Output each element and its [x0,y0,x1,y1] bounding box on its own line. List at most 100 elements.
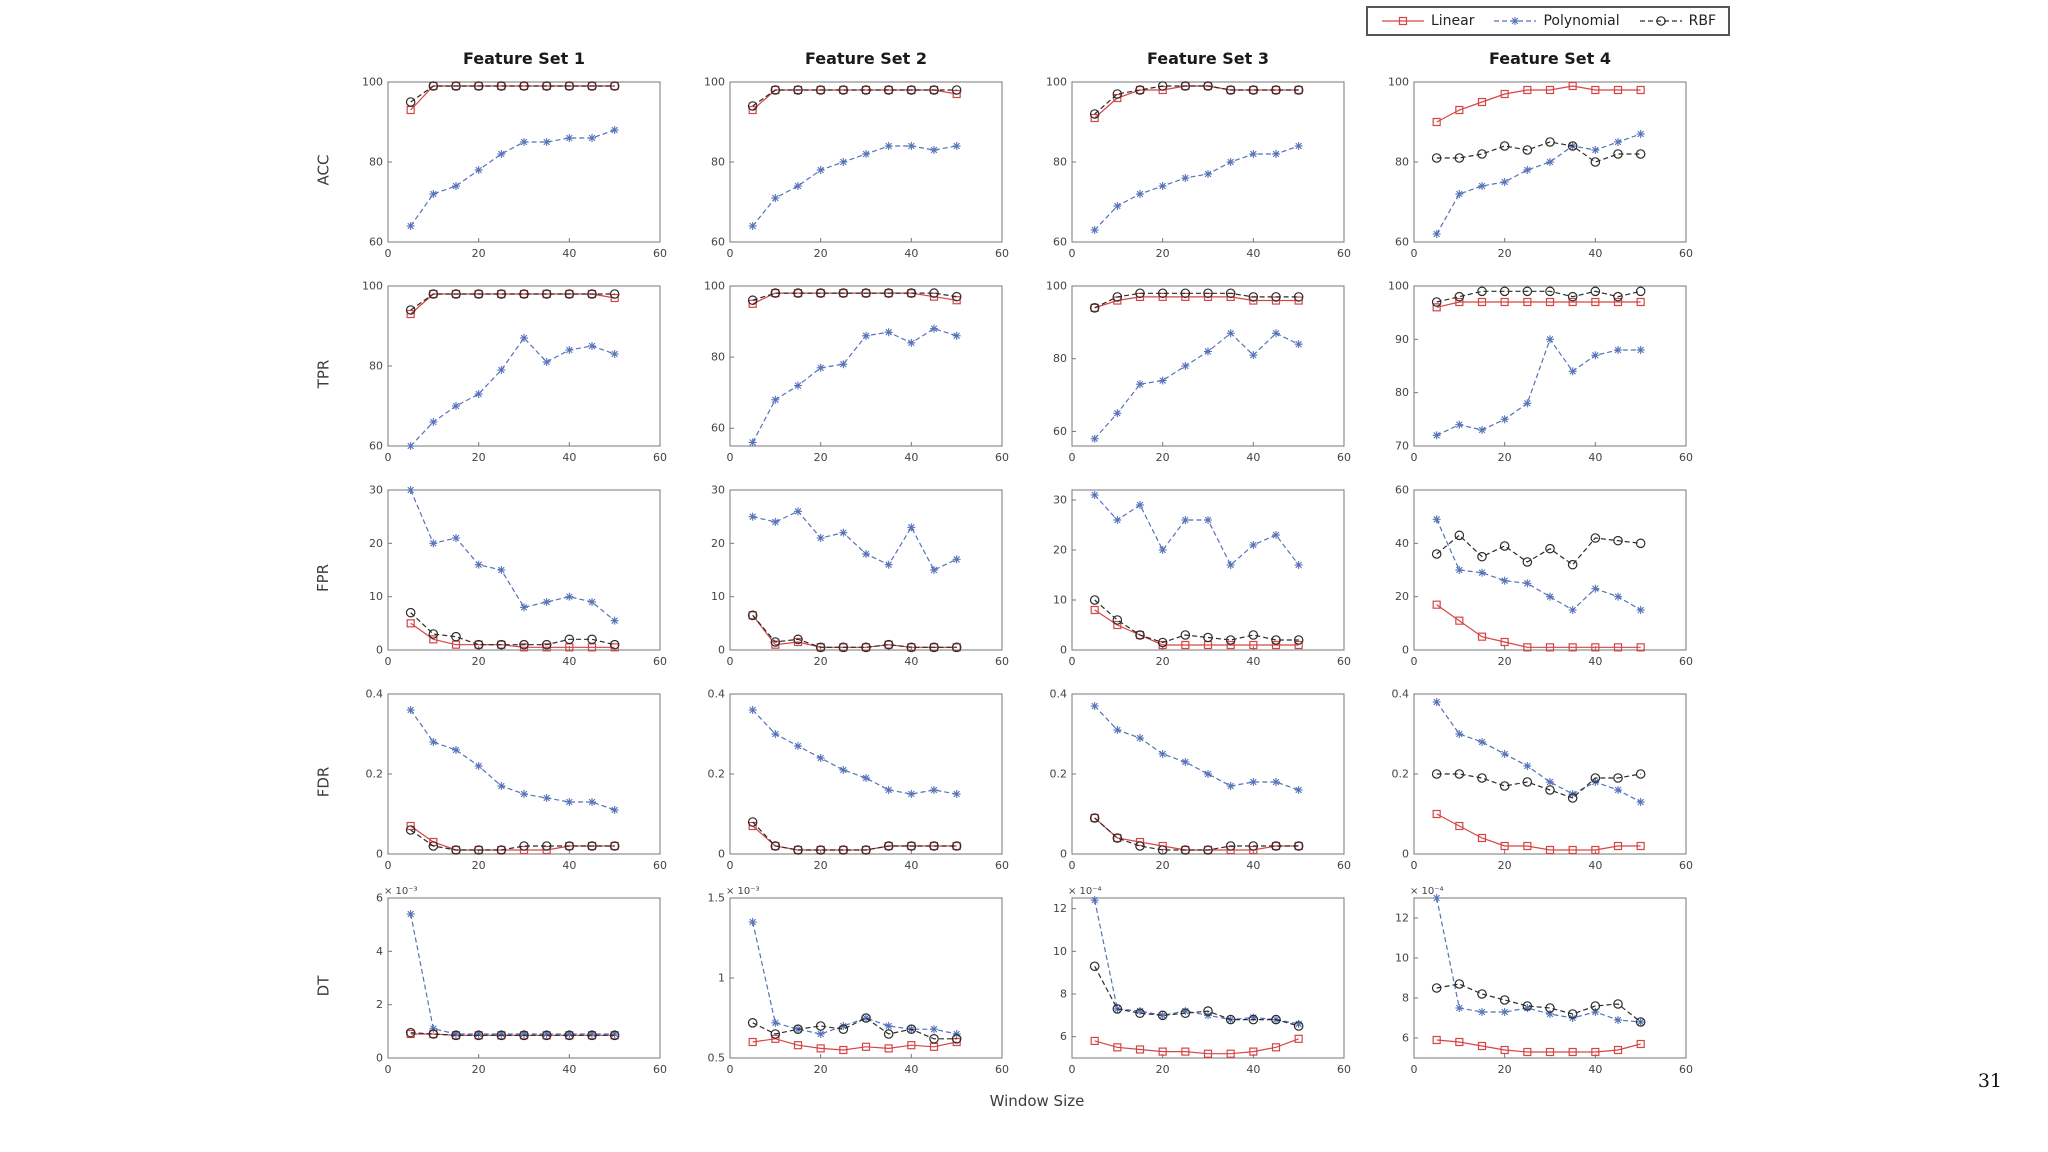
svg-text:0: 0 [1069,1063,1076,1076]
svg-text:10: 10 [1053,945,1067,958]
svg-text:80: 80 [1395,386,1409,399]
svg-text:60: 60 [1337,859,1351,872]
svg-text:20: 20 [1156,451,1170,464]
svg-text:80: 80 [711,156,725,169]
svg-text:20: 20 [472,247,486,260]
svg-text:100: 100 [362,280,383,293]
svg-text:4: 4 [376,945,383,958]
cell-ACC-feature-set-3: 0 20 40 60 60 80 100 [1030,68,1372,272]
subplot-DT-feature-set-3: 0 20 40 60 6 8 10 12× 10⁻⁴ [1053,886,1351,1076]
svg-text:40: 40 [904,1063,918,1076]
svg-text:0: 0 [1069,247,1076,260]
svg-text:20: 20 [814,451,828,464]
svg-text:2: 2 [376,998,383,1011]
svg-text:60: 60 [711,236,725,249]
svg-text:0.4: 0.4 [366,688,384,701]
series-linear [1090,1034,1303,1058]
subplot-FPR-feature-set-1: 0 20 40 60 0 10 20 30 [369,484,667,669]
svg-text:40: 40 [904,859,918,872]
svg-text:40: 40 [1588,451,1602,464]
subplot-FPR-feature-set-4: 0 20 40 60 0 20 40 60 [1395,484,1693,669]
cell-TPR-feature-set-2: 0 20 40 60 60 80 100 [688,272,1030,476]
series-rbf [1431,769,1646,803]
svg-text:30: 30 [1053,494,1067,507]
series-rbf [747,85,962,111]
cell-TPR-feature-set-4: 0 20 40 60 70 80 90 100 [1372,272,1714,476]
svg-text:0: 0 [1411,655,1418,668]
svg-text:100: 100 [1388,76,1409,89]
series-polynomial [1090,702,1303,794]
svg-text:0.2: 0.2 [1392,768,1410,781]
series-rbf [1431,979,1646,1027]
subplot-TPR-feature-set-4: 0 20 40 60 70 80 90 100 [1388,280,1693,465]
cell-TPR-feature-set-1: 0 20 40 60 60 80 100 [346,272,688,476]
svg-text:10: 10 [1053,594,1067,607]
svg-text:100: 100 [704,280,725,293]
row-label-FPR: FPR [313,563,332,593]
svg-text:0: 0 [376,848,383,861]
svg-text:20: 20 [472,451,486,464]
svg-text:30: 30 [711,484,725,497]
subplot-FDR-feature-set-2: 0 20 40 60 0 0.2 0.4 [708,688,1010,873]
series-polynomial [1432,335,1645,440]
svg-text:20: 20 [814,247,828,260]
series-linear [1432,600,1645,652]
row-label-ACC: ACC [313,154,332,186]
svg-text:40: 40 [1246,1063,1260,1076]
svg-text:6: 6 [1060,1030,1067,1043]
series-polynomial [1090,491,1303,569]
cell-DT-feature-set-3: 0 20 40 60 6 8 10 12 × 10⁻⁴ [1030,884,1372,1088]
legend-label: Polynomial [1543,13,1620,29]
svg-text:40: 40 [1395,537,1409,550]
series-linear [406,821,619,855]
svg-text:12: 12 [1395,912,1409,925]
series-polynomial [1090,329,1303,443]
series-polynomial [748,507,961,574]
cell-DT-feature-set-4: 0 20 40 60 6 8 10 12 × 10⁻⁴ [1372,884,1714,1088]
column-title-feature-set-1: Feature Set 1 [462,49,585,68]
legend-item-linear: Linear [1380,13,1474,29]
svg-text:0.4: 0.4 [1392,688,1410,701]
svg-text:60: 60 [369,236,383,249]
svg-text:60: 60 [1395,484,1409,497]
svg-text:0.2: 0.2 [1050,768,1068,781]
svg-text:0: 0 [1069,859,1076,872]
series-polynomial [406,706,619,814]
subplot-FPR-feature-set-2: 0 20 40 60 0 10 20 30 [711,484,1009,669]
svg-text:90: 90 [1395,333,1409,346]
svg-text:8: 8 [1060,988,1067,1001]
cell-FDR-feature-set-2: 0 20 40 60 0 0.2 0.4 [688,680,1030,884]
svg-text:20: 20 [472,859,486,872]
cell-FPR-feature-set-2: 0 20 40 60 0 10 20 30 [688,476,1030,680]
svg-text:20: 20 [1498,1063,1512,1076]
svg-text:60: 60 [653,859,667,872]
figure: Feature Set 1 Feature Set 2 Feature Set 3 F… [300,34,1714,1110]
svg-text:20: 20 [1053,544,1067,557]
svg-text:× 10⁻³: × 10⁻³ [726,886,760,897]
svg-text:0: 0 [1060,644,1067,657]
legend-item-rbf: RBF [1638,13,1716,29]
series-linear [1432,81,1645,127]
svg-text:60: 60 [1337,1063,1351,1076]
subplot-DT-feature-set-2: 0 20 40 60 0.5 1 1.5 × 10⁻³ [708,886,1010,1076]
svg-text:60: 60 [1053,425,1067,438]
series-linear [748,85,961,115]
cell-FPR-feature-set-1: 0 20 40 60 0 10 20 30 [346,476,688,680]
svg-text:60: 60 [995,859,1009,872]
svg-text:6: 6 [1402,1032,1409,1045]
svg-text:60: 60 [653,247,667,260]
svg-text:0.2: 0.2 [708,768,726,781]
svg-text:0: 0 [385,655,392,668]
svg-text:0: 0 [376,1052,383,1065]
svg-text:60: 60 [653,1063,667,1076]
svg-text:20: 20 [1156,247,1170,260]
svg-text:80: 80 [1053,156,1067,169]
svg-text:40: 40 [1588,655,1602,668]
svg-text:80: 80 [369,156,383,169]
column-title-feature-set-2: Feature Set 2 [804,49,927,68]
svg-text:0: 0 [727,655,734,668]
svg-text:× 10⁻⁴: × 10⁻⁴ [1410,886,1444,897]
svg-text:60: 60 [1395,236,1409,249]
series-rbf [1089,813,1304,855]
subplot-DT-feature-set-4: 0 20 40 60 6 8 10 12 × 10⁻⁴ [1395,886,1693,1076]
